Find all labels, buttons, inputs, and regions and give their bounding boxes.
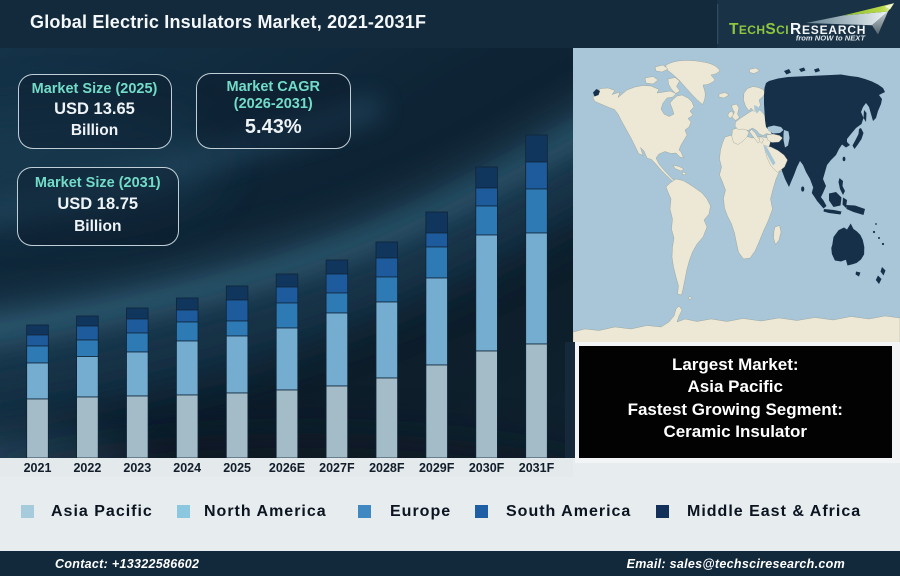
svg-text:from NOW to NEXT: from NOW to NEXT (796, 34, 867, 43)
svg-text:RESEARCH: RESEARCH (790, 21, 866, 38)
svg-text:TECHSCI: TECHSCI (729, 21, 789, 38)
